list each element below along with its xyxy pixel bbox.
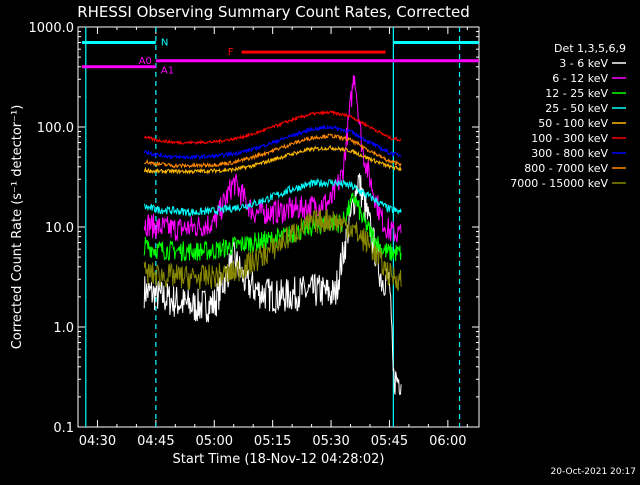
y-tick-label: 0.1 xyxy=(53,421,74,436)
y-tick-label: 100.0 xyxy=(37,121,74,136)
legend-entry-label: 3 - 6 keV xyxy=(559,57,608,70)
legend-entry-label: 50 - 100 keV xyxy=(538,117,608,130)
legend-entry-label: 6 - 12 keV xyxy=(552,72,608,85)
chart-title: RHESSI Observing Summary Count Rates, Co… xyxy=(77,3,470,21)
plot-frame xyxy=(77,26,480,428)
legend-entry-label: 25 - 50 keV xyxy=(545,102,608,115)
y-tick-label: 1000.0 xyxy=(29,21,75,36)
series-line xyxy=(143,177,402,218)
x-tick-label: 04:30 xyxy=(79,434,116,449)
footer-date: 20-Oct-2021 20:17 xyxy=(551,467,636,477)
y-tick-label: 1.0 xyxy=(53,321,74,336)
legend-detectors: Det 1,3,5,6,9 xyxy=(554,42,626,55)
series-line xyxy=(143,208,402,292)
x-tick-label: 04:45 xyxy=(137,434,174,449)
series-line xyxy=(143,75,402,243)
state-bar-label: A1 xyxy=(161,66,174,77)
legend-entry-label: 300 - 800 keV xyxy=(531,147,608,160)
legend-entry-label: 100 - 300 keV xyxy=(531,132,608,145)
series-line xyxy=(143,144,402,175)
state-bar-label: N xyxy=(161,37,168,48)
x-tick-label: 05:15 xyxy=(254,434,291,449)
series-line xyxy=(143,173,402,396)
y-axis-label: Corrected Count Rate (s⁻¹ detector⁻¹) xyxy=(10,105,25,350)
x-tick-label: 05:30 xyxy=(312,434,349,449)
y-tick-label: 10.0 xyxy=(45,221,74,236)
state-bar-label: A0 xyxy=(139,56,152,67)
legend-entry-label: 12 - 25 keV xyxy=(545,87,608,100)
legend-entry-label: 800 - 7000 keV xyxy=(524,162,608,175)
state-bar-label: F xyxy=(228,47,234,58)
x-axis-label: Start Time (18-Nov-12 04:28:02) xyxy=(173,452,385,467)
legend-entry-label: 7000 - 15000 keV xyxy=(510,177,608,190)
series-line xyxy=(143,109,402,146)
x-tick-label: 05:00 xyxy=(196,434,233,449)
series-line xyxy=(143,124,402,161)
series-line xyxy=(143,133,402,169)
x-tick-label: 05:45 xyxy=(371,434,408,449)
x-tick-label: 06:00 xyxy=(429,434,466,449)
